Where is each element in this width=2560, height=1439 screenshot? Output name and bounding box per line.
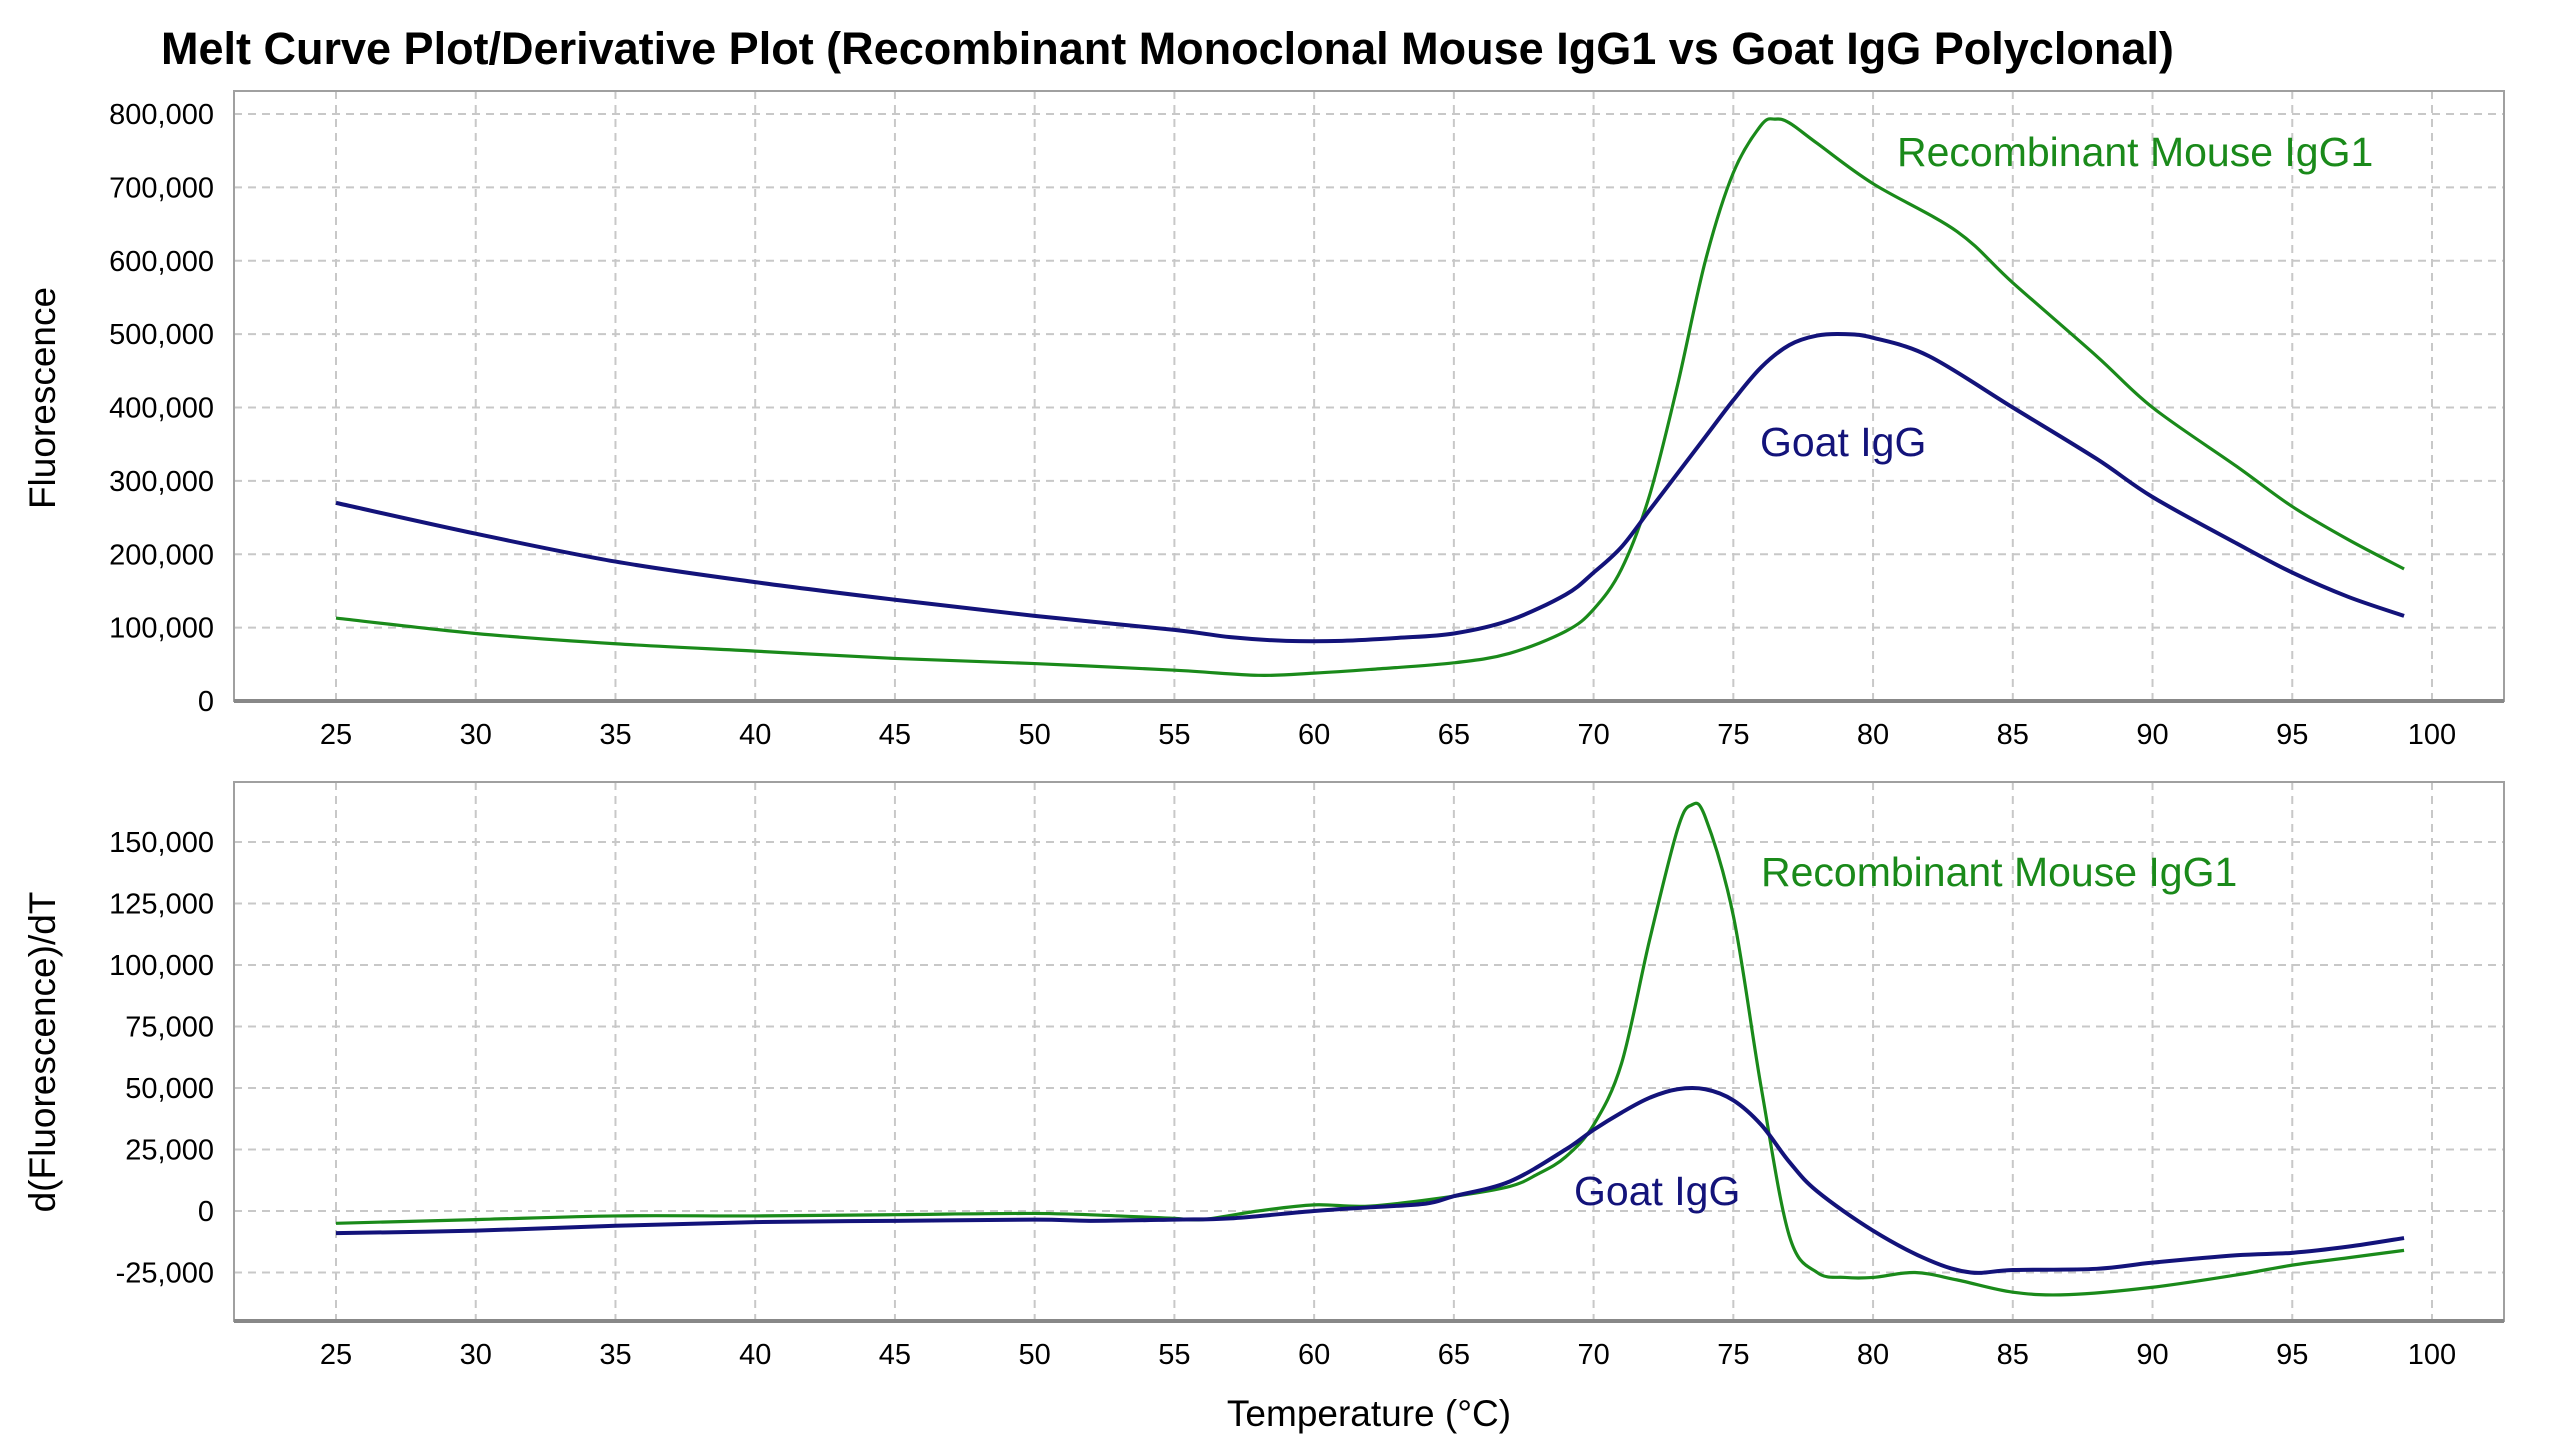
x-tick-label: 100 (2408, 1339, 2456, 1371)
x-tick-label: 40 (739, 719, 771, 751)
y-tick-label: 700,000 (109, 172, 214, 204)
derivative-plot: 25 30 35 40 45 50 55 60 65 70 75 80 85 90 95 100 -25,000… (22, 781, 2505, 1434)
x-tick-label: 55 (1158, 1339, 1190, 1371)
x-tick-label: 45 (879, 1339, 911, 1371)
y-tick-label: 0 (198, 686, 214, 718)
series-label-recombinant-mouse-igg1: Recombinant Mouse IgG1 (1897, 129, 2373, 175)
plot-frame (233, 90, 2505, 702)
chart-title: Melt Curve Plot/Derivative Plot (Recombi… (161, 23, 2174, 74)
x-tick-label: 65 (1438, 1339, 1470, 1371)
y-tick-label: 300,000 (109, 466, 214, 498)
y-tick-label: 50,000 (125, 1073, 214, 1105)
series-line-goat-igg (335, 1086, 2405, 1275)
y-tick-label: 800,000 (109, 99, 214, 131)
x-tick-label: 30 (460, 719, 492, 751)
series-label-goat-igg: Goat IgG (1760, 419, 1926, 465)
y-tick-label: 500,000 (109, 319, 214, 351)
x-tick-label: 90 (2136, 1339, 2168, 1371)
x-tick-label: 50 (1019, 719, 1051, 751)
x-tick-label: 85 (1997, 719, 2029, 751)
y-tick-label: 25,000 (125, 1135, 214, 1167)
x-tick-label: 95 (2276, 1339, 2308, 1371)
x-tick-label: 75 (1717, 719, 1749, 751)
x-tick-label: 35 (599, 1339, 631, 1371)
x-tick-label: 45 (879, 719, 911, 751)
series-label-recombinant-mouse-igg1: Recombinant Mouse IgG1 (1761, 849, 2237, 895)
y-tick-label: 100,000 (109, 950, 214, 982)
x-tick-label: 95 (2276, 719, 2308, 751)
y-tick-label: 0 (198, 1196, 214, 1228)
x-tick-label: 85 (1997, 1339, 2029, 1371)
x-tick-label: 75 (1717, 1339, 1749, 1371)
series-line-recombinant-mouse-igg1 (335, 117, 2405, 678)
x-tick-label: 35 (599, 719, 631, 751)
y-tick-label: -25,000 (116, 1258, 214, 1290)
y-tick-label: 100,000 (109, 613, 214, 645)
x-tick-label: 30 (460, 1339, 492, 1371)
x-tick-label: 80 (1857, 719, 1889, 751)
x-axis-label: Temperature (°C) (1227, 1393, 1511, 1434)
melt-curve-plot: 25 30 35 40 45 50 55 60 65 70 75 80 85 90 95 100 0 100,00… (22, 90, 2505, 751)
y-tick-label: 400,000 (109, 393, 214, 425)
x-tick-label: 60 (1298, 1339, 1330, 1371)
x-tick-label: 70 (1577, 719, 1609, 751)
y-tick-label: 600,000 (109, 246, 214, 278)
series-line-recombinant-mouse-igg1 (335, 801, 2405, 1297)
x-tick-label: 65 (1438, 719, 1470, 751)
x-tick-label: 25 (320, 1339, 352, 1371)
x-tick-label: 50 (1019, 1339, 1051, 1371)
x-tick-label: 60 (1298, 719, 1330, 751)
series-label-goat-igg: Goat IgG (1574, 1168, 1740, 1214)
x-tick-label: 40 (739, 1339, 771, 1371)
x-tick-label: 100 (2408, 719, 2456, 751)
x-tick-label: 55 (1158, 719, 1190, 751)
y-tick-label: 150,000 (109, 827, 214, 859)
y-tick-label: 200,000 (109, 539, 214, 571)
x-tick-label: 70 (1577, 1339, 1609, 1371)
y-axis-label: d(Fluorescence)/dT (22, 892, 63, 1213)
x-tick-label: 90 (2136, 719, 2168, 751)
y-axis-label: Fluorescence (22, 287, 63, 509)
x-tick-label: 25 (320, 719, 352, 751)
x-tick-label: 80 (1857, 1339, 1889, 1371)
series-line-goat-igg (335, 331, 2405, 644)
y-tick-label: 75,000 (125, 1012, 214, 1044)
y-tick-label: 125,000 (109, 889, 214, 921)
